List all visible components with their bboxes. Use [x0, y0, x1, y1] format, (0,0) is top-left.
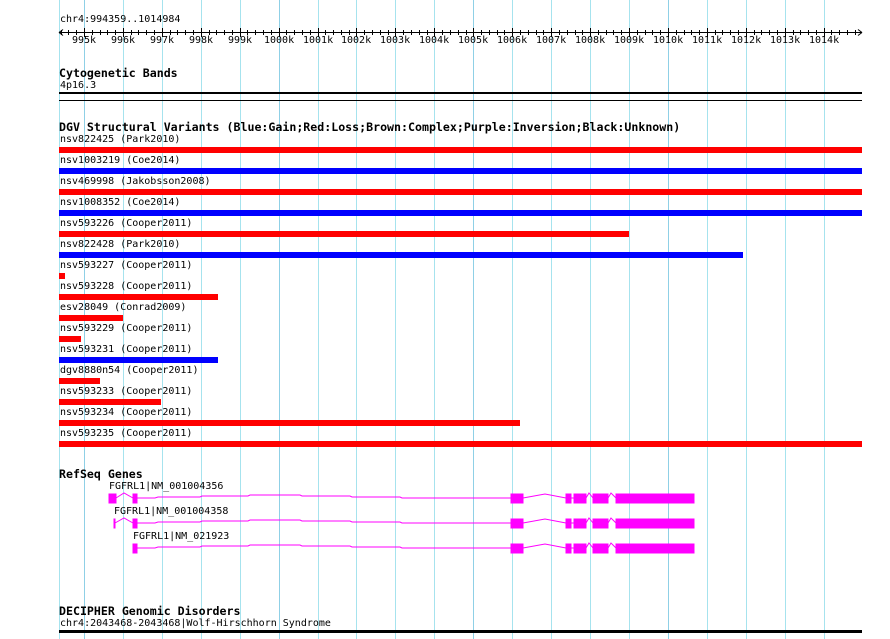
- variant-bar-gain[interactable]: [59, 252, 743, 258]
- cytoband-track-title: Cytogenetic Bands: [59, 66, 178, 80]
- grid-line: [123, 0, 124, 639]
- gene-label: FGFRL1|NM_021923: [133, 531, 230, 542]
- ruler-tick-label: 1004k: [419, 35, 450, 46]
- gene-label: FGFRL1|NM_001004356: [109, 481, 224, 492]
- variant-bar-loss[interactable]: [59, 273, 65, 279]
- grid-line: [551, 0, 552, 639]
- variant-bar-gain[interactable]: [59, 168, 862, 174]
- grid-line: [785, 0, 786, 639]
- ruler-arrow-right: [857, 29, 863, 33]
- variant-bar-loss[interactable]: [59, 147, 862, 153]
- grid-line: [240, 0, 241, 639]
- decipher-track-title: DECIPHER Genomic Disorders: [59, 604, 241, 618]
- variant-bar-loss[interactable]: [59, 420, 520, 426]
- ruler-tick-label: 1013k: [770, 35, 801, 46]
- grid-line: [201, 0, 202, 639]
- variant-bar-gain[interactable]: [59, 210, 862, 216]
- grid-line: [512, 0, 513, 639]
- variant-bar-loss[interactable]: [59, 441, 862, 447]
- grid-line: [279, 0, 280, 639]
- ruler-tick-label: 1012k: [731, 35, 762, 46]
- grid-line: [318, 0, 319, 639]
- decipher-item[interactable]: chr4:2043468-2043468|Wolf-Hirschhorn Syn…: [60, 618, 331, 629]
- grid-line: [473, 0, 474, 639]
- ruler-tick-label: 997k: [150, 35, 175, 46]
- ruler-tick-label: 1011k: [692, 35, 723, 46]
- ruler-tick-label: 999k: [228, 35, 253, 46]
- ruler-tick-label: 995k: [72, 35, 97, 46]
- refseq-track-title: RefSeq Genes: [59, 467, 143, 481]
- ruler-tick-label: 1000k: [264, 35, 295, 46]
- variant-label: dgv8880n54 (Cooper2011): [60, 365, 199, 376]
- variant-label: nsv593234 (Cooper2011): [60, 407, 193, 418]
- variant-bar-gain[interactable]: [59, 357, 218, 363]
- variant-bar-loss[interactable]: [59, 189, 862, 195]
- dgv-track-title: DGV Structural Variants (Blue:Gain;Red:L…: [59, 120, 681, 134]
- ruler-tick-label: 1007k: [536, 35, 567, 46]
- variant-label: esv28049 (Conrad2009): [60, 302, 187, 313]
- grid-line: [395, 0, 396, 639]
- gene-model-nm-021923[interactable]: [132, 542, 695, 554]
- variant-label: nsv1003219 (Coe2014): [60, 155, 181, 166]
- ruler-tick-label: 1003k: [380, 35, 411, 46]
- variant-bar-loss[interactable]: [59, 315, 123, 321]
- variant-label: nsv593228 (Cooper2011): [60, 281, 193, 292]
- ruler-tick-label: 1002k: [341, 35, 372, 46]
- grid-line: [668, 0, 669, 639]
- grid-line: [162, 0, 163, 639]
- decipher-feature-bar[interactable]: [59, 630, 862, 633]
- ruler-tick-label: 1010k: [653, 35, 684, 46]
- gene-label: FGFRL1|NM_001004358: [114, 506, 229, 517]
- ruler-tick-label: 998k: [189, 35, 214, 46]
- grid-line: [434, 0, 435, 639]
- variant-label: nsv593226 (Cooper2011): [60, 218, 193, 229]
- ruler-arrow-right: [857, 32, 863, 36]
- variant-label: nsv1008352 (Coe2014): [60, 197, 181, 208]
- ruler-tick-label: 1009k: [614, 35, 645, 46]
- variant-label: nsv469998 (Jakobsson2008): [60, 176, 211, 187]
- variant-label: nsv593233 (Cooper2011): [60, 386, 193, 397]
- variant-label: nsv822428 (Park2010): [60, 239, 181, 250]
- gene-model-nm-001004358[interactable]: [113, 517, 695, 529]
- variant-label: nsv593235 (Cooper2011): [60, 428, 193, 439]
- variant-bar-loss[interactable]: [59, 231, 629, 237]
- grid-line: [356, 0, 357, 639]
- grid-line: [707, 0, 708, 639]
- ruler-tick-label: 1005k: [458, 35, 489, 46]
- ruler-tick-label: 1001k: [303, 35, 334, 46]
- ruler-range-label: chr4:994359..1014984: [60, 14, 181, 25]
- grid-line: [590, 0, 591, 639]
- variant-label: nsv593231 (Cooper2011): [60, 344, 193, 355]
- grid-line: [824, 0, 825, 639]
- variant-bar-loss[interactable]: [59, 399, 161, 405]
- ruler-tick-label: 1014k: [809, 35, 840, 46]
- variant-bar-loss[interactable]: [59, 294, 218, 300]
- ruler-scale[interactable]: [0, 0, 890, 60]
- variant-bar-loss[interactable]: [59, 336, 81, 342]
- ruler-tick-label: 1008k: [575, 35, 606, 46]
- variant-label: nsv822425 (Park2010): [60, 134, 181, 145]
- track-divider: [59, 100, 862, 101]
- variant-label: nsv593229 (Cooper2011): [60, 323, 193, 334]
- variant-bar-loss[interactable]: [59, 378, 100, 384]
- cytoband-ideogram-line: [59, 92, 862, 94]
- ruler-tick-label: 1006k: [497, 35, 528, 46]
- grid-line: [746, 0, 747, 639]
- ruler-tick-label: 996k: [111, 35, 136, 46]
- variant-label: nsv593227 (Cooper2011): [60, 260, 193, 271]
- cytoband-label: 4p16.3: [60, 80, 97, 91]
- gene-model-nm-001004356[interactable]: [108, 492, 695, 504]
- grid-line: [629, 0, 630, 639]
